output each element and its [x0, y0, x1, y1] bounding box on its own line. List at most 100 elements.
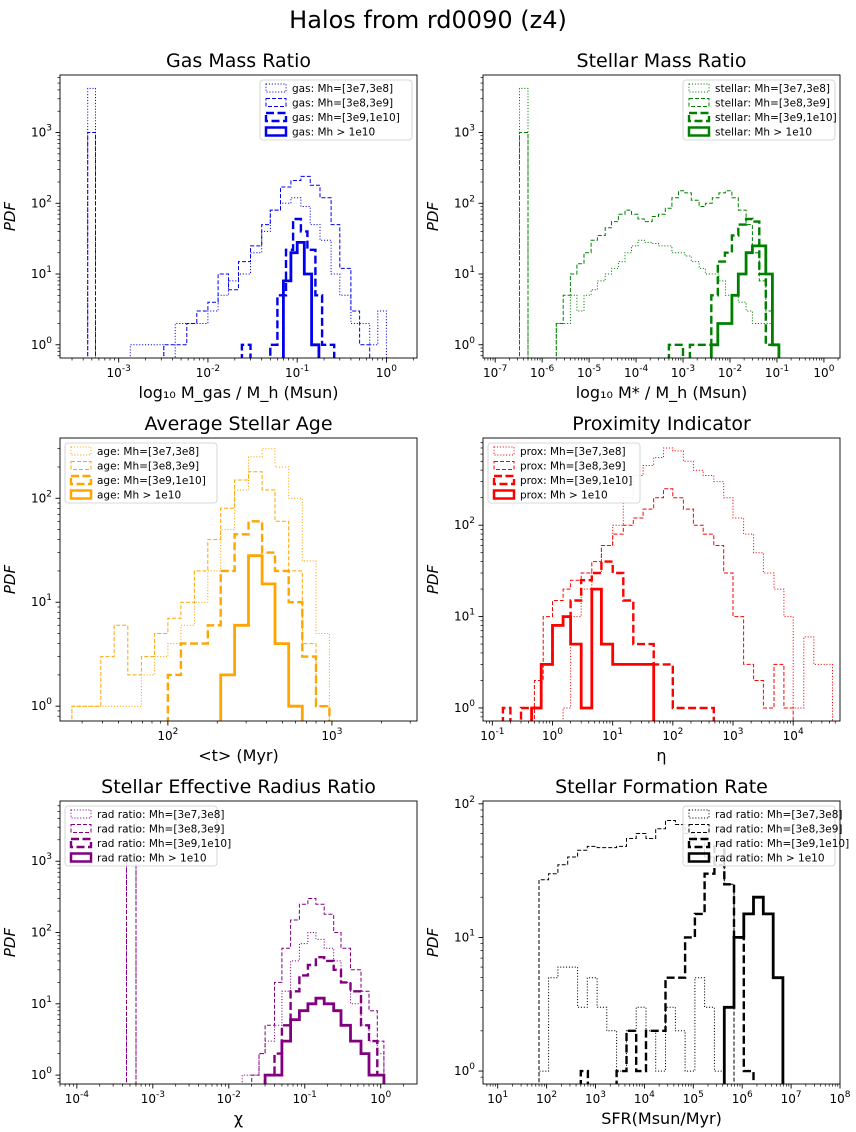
axes-frame	[482, 74, 841, 359]
chart-panel-1: Gas Mass Ratio 10-3 10-2 10-1 100 100 101 102 10…	[1, 50, 418, 403]
legend-swatch	[264, 111, 288, 123]
y-axis-label: PDF	[1, 565, 19, 595]
y-tick-label: 100	[454, 699, 475, 715]
legend-swatch	[70, 809, 92, 819]
x-tick-label: 10-3	[141, 1090, 165, 1106]
chart-panel-6: Stellar Formation Rate 101 102 103 104 105 106…	[424, 776, 851, 1128]
legend-entry: gas: Mh=[3e7,3e8]	[292, 83, 393, 95]
histogram-series-1	[538, 966, 725, 1084]
legend-entry: rad ratio: Mh=[3e9,1e10]	[97, 838, 231, 850]
legend-entry: prox: Mh > 1e10	[520, 490, 608, 502]
plot-area	[519, 87, 781, 358]
x-axis-label: χ	[234, 1109, 243, 1128]
x-tick-label: 10-2	[217, 1090, 241, 1106]
x-tick-label: 100	[376, 364, 397, 380]
x-tick-label: 10-2	[196, 364, 220, 380]
histogram-outline-2	[555, 190, 780, 358]
y-tick-label: 103	[31, 124, 52, 140]
x-tick-label: 103	[321, 727, 342, 743]
legend-swatch	[687, 852, 711, 863]
legend: rad ratio: Mh=[3e7,3e8] rad ratio: Mh=[3e…	[682, 805, 849, 867]
y-axis-label: PDF	[424, 202, 442, 232]
y-axis-label: PDF	[424, 565, 442, 595]
legend-swatch	[492, 489, 516, 500]
histogram-outline-1	[129, 197, 387, 358]
x-tick-label: 10-1	[293, 1090, 317, 1106]
legend-entry: gas: Mh > 1e10	[292, 127, 375, 139]
panel-title: Average Stellar Age	[144, 413, 332, 435]
panel-title: Stellar Mass Ratio	[577, 50, 747, 72]
y-tick-label: 101	[454, 608, 475, 624]
legend: rad ratio: Mh=[3e7,3e8] rad ratio: Mh=[3e…	[64, 805, 231, 867]
legend-swatch	[69, 852, 93, 863]
histogram-series-4	[722, 895, 785, 1084]
legend-box	[64, 805, 218, 867]
histogram-series-2	[533, 488, 794, 721]
chart-panel-2: Stellar Mass Ratio 10-7 10-6 10-5 10-4 10-3 10…	[424, 50, 841, 403]
y-tick-label: 102	[454, 516, 475, 532]
histogram-series-2	[519, 132, 529, 358]
x-tick-label: 106	[732, 1090, 753, 1106]
legend-entry: rad ratio: Mh=[3e7,3e8]	[715, 809, 843, 821]
legend-entry: rad ratio: Mh=[3e7,3e8]	[97, 809, 225, 821]
histogram-series-3	[240, 217, 336, 358]
legend-swatch	[265, 98, 287, 107]
legend-entry: stellar: Mh=[3e8,3e9]	[715, 98, 830, 110]
legend-entry: stellar: Mh=[3e7,3e8]	[715, 83, 830, 95]
x-tick-label: 103	[722, 727, 743, 743]
y-tick-label: 102	[31, 194, 52, 210]
legend-swatch	[70, 824, 92, 833]
histogram-series-1	[519, 87, 529, 358]
axes-frame	[59, 74, 418, 359]
x-tick-label: 10-3	[107, 364, 131, 380]
legend-swatch	[492, 474, 516, 486]
legend-entry: rad ratio: Mh=[3e9,1e10]	[715, 838, 849, 850]
legend-box	[487, 442, 641, 504]
legend-entry: rad ratio: Mh > 1e10	[97, 853, 207, 865]
legend-swatch	[687, 111, 711, 123]
x-axis-label: <t> (Myr)	[198, 746, 279, 765]
y-tick-label: 100	[454, 1062, 475, 1078]
panel-title: Proximity Indicator	[572, 413, 751, 435]
chart-panel-5: Stellar Effective Radius Ratio 10-4 10-3 10…	[1, 776, 418, 1128]
x-tick-label: 10-3	[671, 364, 695, 380]
legend-swatch	[70, 461, 92, 470]
x-tick-label: 104	[634, 1090, 655, 1106]
legend-swatch	[265, 83, 287, 93]
panel-title: Gas Mass Ratio	[166, 50, 311, 72]
histogram-outline-2	[163, 175, 371, 358]
histogram-series-3	[579, 842, 755, 1084]
legend-entry: age: Mh > 1e10	[97, 490, 181, 502]
legend-entry: prox: Mh=[3e9,1e10]	[520, 475, 632, 487]
legend-swatch	[688, 809, 710, 819]
plot-area	[87, 87, 387, 358]
x-tick-label: 101	[602, 727, 623, 743]
x-tick-label: 108	[829, 1090, 850, 1106]
y-tick-label: 100	[31, 1066, 52, 1082]
y-tick-label: 101	[454, 928, 475, 944]
legend-swatch	[688, 824, 710, 833]
legend: stellar: Mh=[3e7,3e8] stellar: Mh=[3e8,3e…	[682, 79, 837, 141]
x-tick-label: 10-7	[483, 364, 507, 380]
legend-entry: age: Mh=[3e7,3e8]	[97, 446, 199, 458]
x-tick-label: 102	[536, 1090, 557, 1106]
y-tick-label: 101	[454, 265, 475, 281]
legend-swatch	[69, 837, 93, 849]
x-tick-label: 10-1	[285, 364, 309, 380]
x-tick-label: 105	[683, 1090, 704, 1106]
histogram-series-4	[219, 554, 304, 721]
histogram-series-1	[87, 87, 96, 358]
legend-entry: prox: Mh=[3e7,3e8]	[520, 446, 626, 458]
y-tick-label: 102	[454, 795, 475, 811]
legend-entry: gas: Mh=[3e9,1e10]	[292, 112, 400, 124]
axes-frame	[482, 800, 841, 1085]
figure-title: Halos from rd0090 (z4)	[289, 6, 567, 34]
histogram-series-4	[263, 996, 386, 1084]
x-tick-label: 10-4	[624, 364, 649, 380]
x-axis-label: η	[656, 746, 666, 765]
y-axis-label: PDF	[1, 202, 19, 232]
legend-swatch	[687, 126, 711, 137]
histogram-outline-2	[251, 898, 385, 1084]
chart-panel-4: Proximity Indicator 10-1 100 101 102 103 104 10…	[424, 413, 841, 765]
x-tick-label: 102	[157, 727, 178, 743]
